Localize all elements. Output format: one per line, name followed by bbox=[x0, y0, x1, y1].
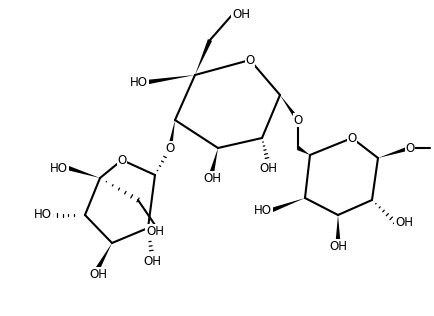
Text: OH: OH bbox=[143, 255, 161, 268]
Text: OH: OH bbox=[394, 216, 412, 228]
Polygon shape bbox=[271, 198, 304, 212]
Polygon shape bbox=[209, 148, 217, 173]
Text: O: O bbox=[245, 53, 254, 66]
Text: HO: HO bbox=[130, 76, 148, 88]
Polygon shape bbox=[96, 243, 112, 269]
Polygon shape bbox=[168, 120, 174, 149]
Text: OH: OH bbox=[203, 172, 220, 185]
Polygon shape bbox=[377, 146, 410, 158]
Text: HO: HO bbox=[253, 204, 271, 216]
Polygon shape bbox=[147, 75, 194, 84]
Polygon shape bbox=[67, 166, 100, 178]
Polygon shape bbox=[296, 146, 309, 155]
Polygon shape bbox=[279, 95, 299, 121]
Text: O: O bbox=[404, 142, 414, 155]
Text: HO: HO bbox=[34, 209, 52, 222]
Text: OH: OH bbox=[146, 225, 164, 238]
Text: OH: OH bbox=[328, 240, 346, 253]
Text: OH: OH bbox=[258, 162, 276, 175]
Text: O: O bbox=[117, 154, 126, 167]
Text: HO: HO bbox=[50, 161, 68, 174]
Text: OH: OH bbox=[231, 9, 250, 21]
Text: O: O bbox=[347, 131, 356, 144]
Polygon shape bbox=[194, 39, 212, 75]
Text: O: O bbox=[165, 142, 174, 155]
Text: OH: OH bbox=[89, 268, 107, 281]
Text: O: O bbox=[293, 113, 302, 126]
Polygon shape bbox=[335, 215, 339, 240]
